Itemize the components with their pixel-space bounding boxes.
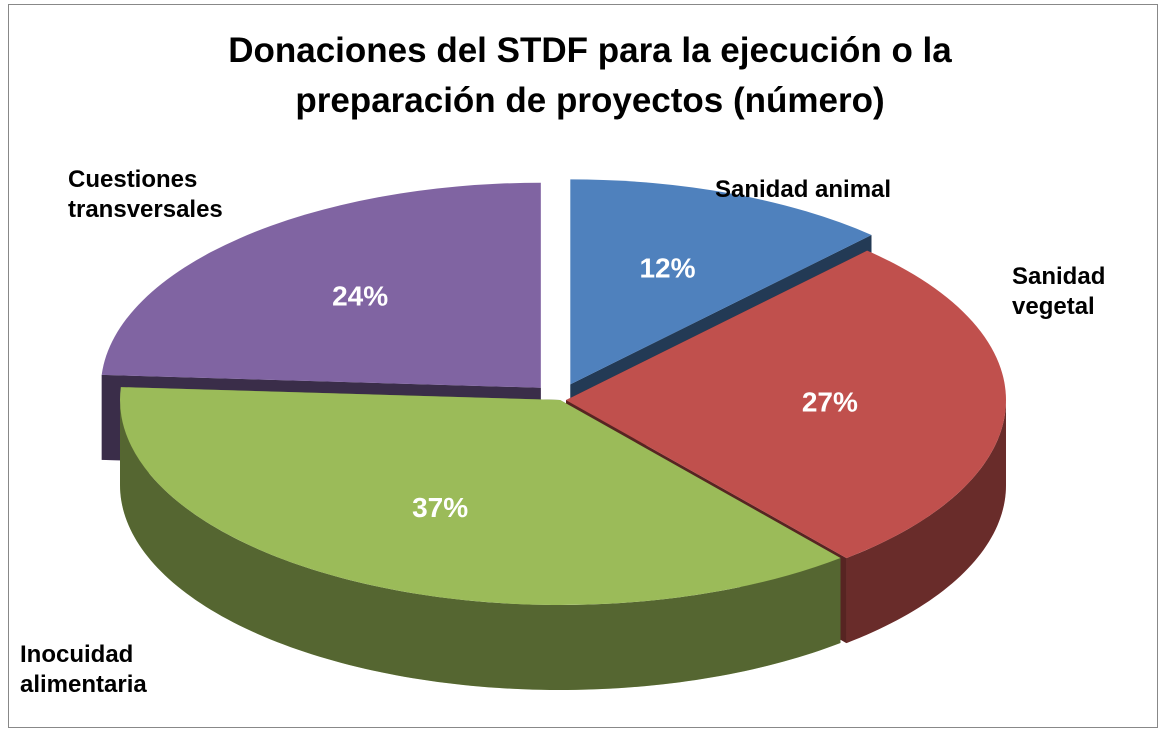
category-label: Cuestiones transversales: [68, 166, 223, 223]
slice-side-shade: [846, 400, 1006, 644]
chart-frame: [8, 4, 1158, 728]
value-label: 27%: [802, 386, 858, 417]
slice-side: [120, 400, 841, 690]
slice-side: [846, 400, 1006, 644]
slice-side-shade: [120, 400, 841, 690]
slice-top: [570, 179, 872, 385]
value-label: 12%: [639, 252, 695, 283]
slice-top: [101, 182, 541, 388]
slice: [120, 387, 841, 690]
category-label: Inocuidad alimentaria: [20, 641, 147, 698]
value-label: 37%: [412, 492, 468, 523]
category-label: Sanidad vegetal: [1012, 263, 1106, 320]
value-label: 24%: [332, 280, 388, 311]
slice-top: [120, 387, 841, 605]
category-label: Sanidad animal: [715, 176, 892, 203]
slice-top: [565, 250, 1006, 559]
chart-title: Donaciones del STDF para la ejecución o …: [228, 31, 952, 120]
